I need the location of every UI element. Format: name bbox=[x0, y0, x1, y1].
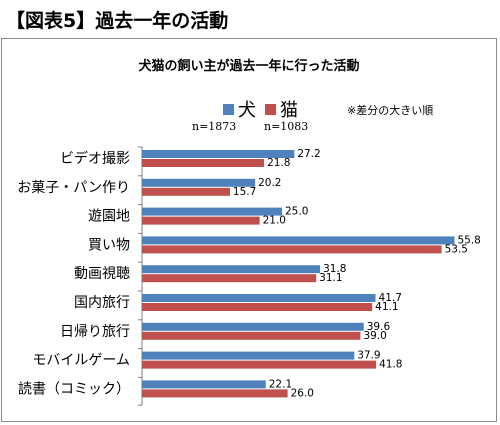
category-label: 読書（コミック） bbox=[18, 380, 130, 397]
value-label-dog: 31.8 bbox=[323, 263, 346, 275]
value-label-dog: 27.2 bbox=[297, 148, 320, 160]
bar-dog bbox=[142, 294, 376, 302]
bar-cat bbox=[142, 159, 265, 167]
chart-note: ※差分の大きい順 bbox=[347, 104, 434, 117]
bar-dog bbox=[142, 265, 321, 274]
legend-swatch-dog bbox=[223, 103, 234, 115]
category-label: 遊園地 bbox=[88, 209, 130, 225]
value-label-dog: 41.7 bbox=[379, 292, 402, 304]
category-label: ビデオ撮影 bbox=[60, 150, 130, 167]
legend-n-cat: n=1083 bbox=[264, 120, 309, 133]
category-label: 動画視聴 bbox=[74, 266, 130, 282]
value-label-cat: 41.8 bbox=[379, 359, 402, 371]
value-label-dog: 20.2 bbox=[258, 177, 281, 189]
category-label: 買い物 bbox=[88, 237, 130, 253]
value-label-dog: 39.6 bbox=[367, 321, 391, 333]
bar-dog bbox=[142, 236, 455, 245]
legend-item-cat: 猫 bbox=[265, 96, 298, 122]
bar-dog bbox=[142, 178, 256, 187]
bar-cat bbox=[142, 360, 377, 369]
bar-cat bbox=[142, 187, 230, 196]
value-label-cat: 53.5 bbox=[445, 243, 468, 255]
bar-dog bbox=[142, 150, 295, 158]
category-label: 国内旅行 bbox=[74, 295, 130, 311]
legend-label-cat: 猫 bbox=[280, 100, 298, 121]
bar-dog bbox=[142, 322, 364, 331]
bar-chart-plot: ビデオ撮影 27.2 21.8 お菓子・パン作り 20.215.7 遊園地 25.021.0… bbox=[17, 146, 481, 406]
page-title: 【図表5】過去一年の活動 bbox=[6, 10, 229, 32]
value-label-dog: 55.8 bbox=[457, 234, 480, 246]
value-label-cat: 39.0 bbox=[363, 330, 386, 342]
category-label: モバイルゲーム bbox=[32, 353, 130, 369]
value-label-dog: 22.1 bbox=[269, 378, 292, 390]
bar-cat bbox=[142, 216, 260, 225]
legend-item-dog: 犬 bbox=[223, 96, 256, 122]
bar-dog bbox=[142, 380, 266, 389]
bar-cat bbox=[142, 245, 442, 254]
value-label-dog: 25.0 bbox=[285, 206, 308, 218]
value-label-cat: 41.1 bbox=[375, 301, 398, 313]
chart-legend: 犬 猫 n=1873 n=1083 ※差分の大きい順 bbox=[2, 96, 496, 136]
bar-cat bbox=[142, 274, 317, 283]
value-label-cat: 21.0 bbox=[263, 215, 286, 227]
value-label-cat: 21.8 bbox=[267, 157, 290, 169]
bar-cat bbox=[142, 303, 373, 311]
category-label: お菓子・パン作り bbox=[17, 180, 130, 196]
value-label-cat: 26.0 bbox=[291, 387, 314, 399]
bar-dog bbox=[142, 351, 355, 360]
legend-n-dog: n=1873 bbox=[192, 120, 237, 133]
bar-cat bbox=[142, 331, 361, 340]
chart-title: 犬猫の飼い主が過去一年に行った活動 bbox=[138, 59, 360, 74]
value-label-cat: 15.7 bbox=[233, 186, 256, 198]
category-label: 日帰り旅行 bbox=[60, 323, 130, 340]
value-label-cat: 31.1 bbox=[319, 272, 342, 284]
legend-label-dog: 犬 bbox=[238, 100, 256, 121]
chart-frame: 犬猫の飼い主が過去一年に行った活動 犬 猫 n=1873 n=1083 ※差分の… bbox=[1, 38, 497, 422]
value-label-dog: 37.9 bbox=[357, 350, 380, 362]
legend-swatch-cat bbox=[265, 103, 276, 115]
bar-dog bbox=[142, 207, 282, 216]
bar-cat bbox=[142, 389, 288, 398]
